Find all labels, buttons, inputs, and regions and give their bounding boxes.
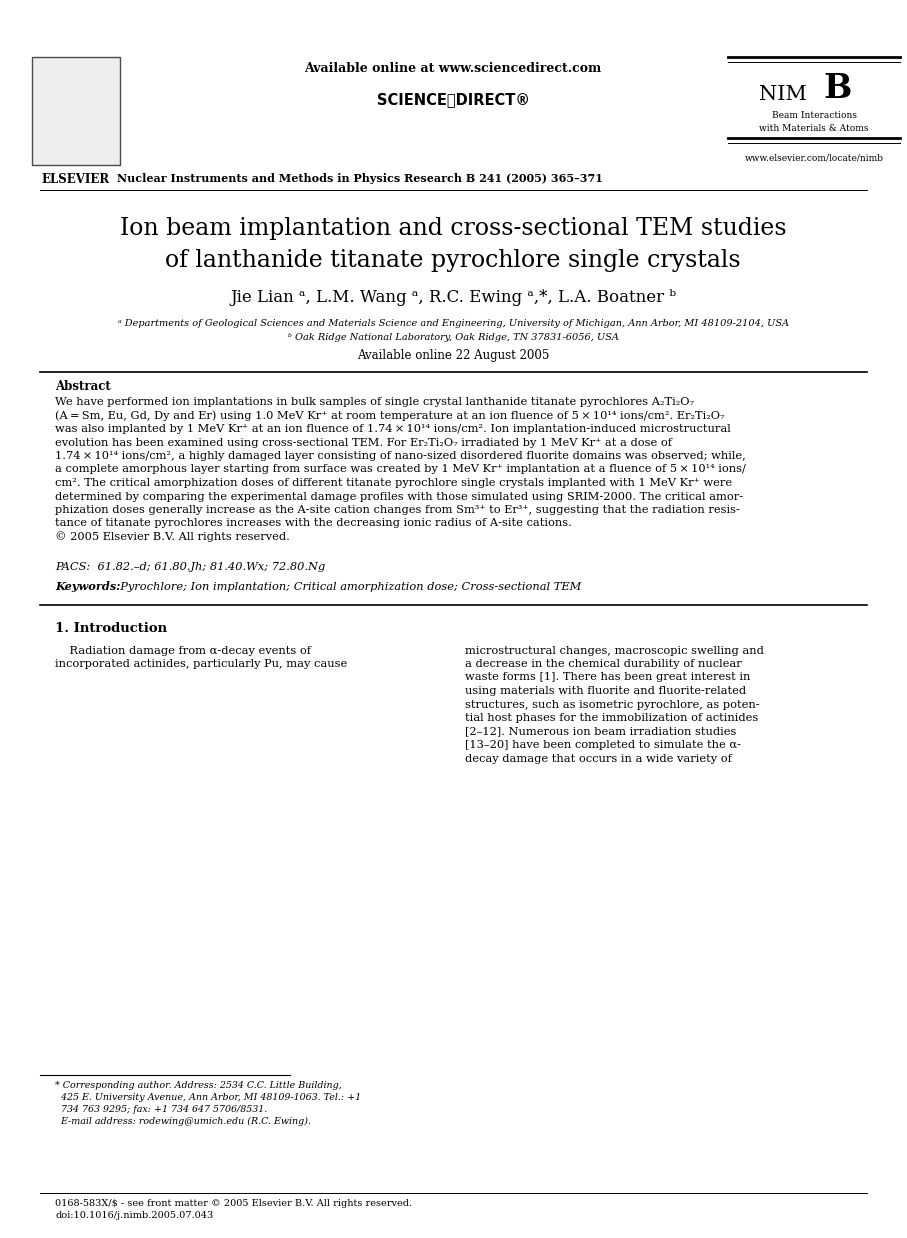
Bar	[30, 54, 120, 170]
Text: cm². The critical amorphization doses of different titanate pyrochlore single cr: cm². The critical amorphization doses of…	[55, 478, 732, 488]
Text: NIM: NIM	[759, 85, 807, 104]
Text: using materials with fluorite and fluorite-related: using materials with fluorite and fluori…	[465, 686, 746, 696]
Text: Available online 22 August 2005: Available online 22 August 2005	[356, 349, 549, 363]
Text: Radiation damage from α-decay events of: Radiation damage from α-decay events of	[55, 645, 311, 655]
Text: ᵃ Departments of Geological Sciences and Materials Science and Engineering, Univ: ᵃ Departments of Geological Sciences and…	[118, 318, 788, 328]
Text: 1. Introduction: 1. Introduction	[55, 621, 167, 635]
Text: tial host phases for the immobilization of actinides: tial host phases for the immobilization …	[465, 713, 758, 723]
Text: We have performed ion implantations in bulk samples of single crystal lanthanide: We have performed ion implantations in b…	[55, 397, 694, 407]
Text: was also implanted by 1 MeV Kr⁺ at an ion fluence of 1.74 × 10¹⁴ ions/cm². Ion i: was also implanted by 1 MeV Kr⁺ at an io…	[55, 423, 731, 435]
Text: [2–12]. Numerous ion beam irradiation studies: [2–12]. Numerous ion beam irradiation st…	[465, 727, 736, 737]
Text: SCIENCEⓐDIRECT®: SCIENCEⓐDIRECT®	[376, 93, 530, 108]
Text: a decrease in the chemical durability of nuclear: a decrease in the chemical durability of…	[465, 659, 742, 669]
Text: Ion beam implantation and cross-sectional TEM studies: Ion beam implantation and cross-sectiona…	[120, 217, 786, 239]
Text: 425 E. University Avenue, Ann Arbor, MI 48109-1063. Tel.: +1: 425 E. University Avenue, Ann Arbor, MI …	[55, 1092, 361, 1102]
Text: microstructural changes, macroscopic swelling and: microstructural changes, macroscopic swe…	[465, 645, 764, 655]
Text: tance of titanate pyrochlores increases with the decreasing ionic radius of A-si: tance of titanate pyrochlores increases …	[55, 519, 572, 529]
Text: www.elsevier.com/locate/nimb: www.elsevier.com/locate/nimb	[745, 154, 883, 162]
Text: Available online at www.sciencedirect.com: Available online at www.sciencedirect.co…	[305, 62, 601, 74]
Text: waste forms [1]. There has been great interest in: waste forms [1]. There has been great in…	[465, 672, 750, 682]
Text: incorporated actinides, particularly Pu, may cause: incorporated actinides, particularly Pu,…	[55, 659, 347, 669]
Text: determined by comparing the experimental damage profiles with those simulated us: determined by comparing the experimental…	[55, 491, 743, 501]
Text: a complete amorphous layer starting from surface was created by 1 MeV Kr⁺ implan: a complete amorphous layer starting from…	[55, 464, 746, 474]
Text: Jie Lian ᵃ, L.M. Wang ᵃ, R.C. Ewing ᵃ,*, L.A. Boatner ᵇ: Jie Lian ᵃ, L.M. Wang ᵃ, R.C. Ewing ᵃ,*,…	[230, 290, 676, 307]
Text: E-mail address: rodewing@umich.edu (R.C. Ewing).: E-mail address: rodewing@umich.edu (R.C.…	[55, 1117, 311, 1125]
Bar	[32, 57, 120, 165]
Text: Keywords:: Keywords:	[55, 581, 121, 592]
Text: 0168-583X/$ - see front matter © 2005 Elsevier B.V. All rights reserved.: 0168-583X/$ - see front matter © 2005 El…	[55, 1198, 412, 1207]
Text: decay damage that occurs in a wide variety of: decay damage that occurs in a wide varie…	[465, 754, 732, 764]
Text: phization doses generally increase as the A-site cation changes from Sm³⁺ to Er³: phization doses generally increase as th…	[55, 505, 740, 515]
Text: ELSEVIER: ELSEVIER	[42, 173, 110, 186]
Text: (A = Sm, Eu, Gd, Dy and Er) using 1.0 MeV Kr⁺ at room temperature at an ion flue: (A = Sm, Eu, Gd, Dy and Er) using 1.0 Me…	[55, 410, 725, 421]
Text: B: B	[824, 72, 853, 104]
Text: © 2005 Elsevier B.V. All rights reserved.: © 2005 Elsevier B.V. All rights reserved…	[55, 531, 290, 542]
Text: ᵇ Oak Ridge National Laboratory, Oak Ridge, TN 37831-6056, USA: ᵇ Oak Ridge National Laboratory, Oak Rid…	[288, 333, 619, 342]
Text: [13–20] have been completed to simulate the α-: [13–20] have been completed to simulate …	[465, 740, 741, 750]
Text: evolution has been examined using cross-sectional TEM. For Er₂Ti₂O₇ irradiated b: evolution has been examined using cross-…	[55, 437, 672, 447]
Text: Pyrochlore; Ion implantation; Critical amorphization dose; Cross-sectional TEM: Pyrochlore; Ion implantation; Critical a…	[113, 582, 581, 592]
Text: structures, such as isometric pyrochlore, as poten-: structures, such as isometric pyrochlore…	[465, 699, 760, 709]
Text: of lanthanide titanate pyrochlore single crystals: of lanthanide titanate pyrochlore single…	[165, 249, 741, 271]
Text: PACS:  61.82.–d; 61.80.Jh; 81.40.Wx; 72.80.Ng: PACS: 61.82.–d; 61.80.Jh; 81.40.Wx; 72.8…	[55, 562, 326, 572]
Text: doi:10.1016/j.nimb.2005.07.043: doi:10.1016/j.nimb.2005.07.043	[55, 1211, 213, 1219]
Text: Beam Interactions
with Materials & Atoms: Beam Interactions with Materials & Atoms	[759, 111, 869, 132]
Text: 1.74 × 10¹⁴ ions/cm², a highly damaged layer consisting of nano-sized disordered: 1.74 × 10¹⁴ ions/cm², a highly damaged l…	[55, 451, 746, 461]
Text: 734 763 9295; fax: +1 734 647 5706/8531.: 734 763 9295; fax: +1 734 647 5706/8531.	[55, 1104, 268, 1113]
Text: * Corresponding author. Address: 2534 C.C. Little Building,: * Corresponding author. Address: 2534 C.…	[55, 1081, 342, 1089]
Text: Nuclear Instruments and Methods in Physics Research B 241 (2005) 365–371: Nuclear Instruments and Methods in Physi…	[117, 172, 603, 183]
Text: Abstract: Abstract	[55, 380, 111, 394]
